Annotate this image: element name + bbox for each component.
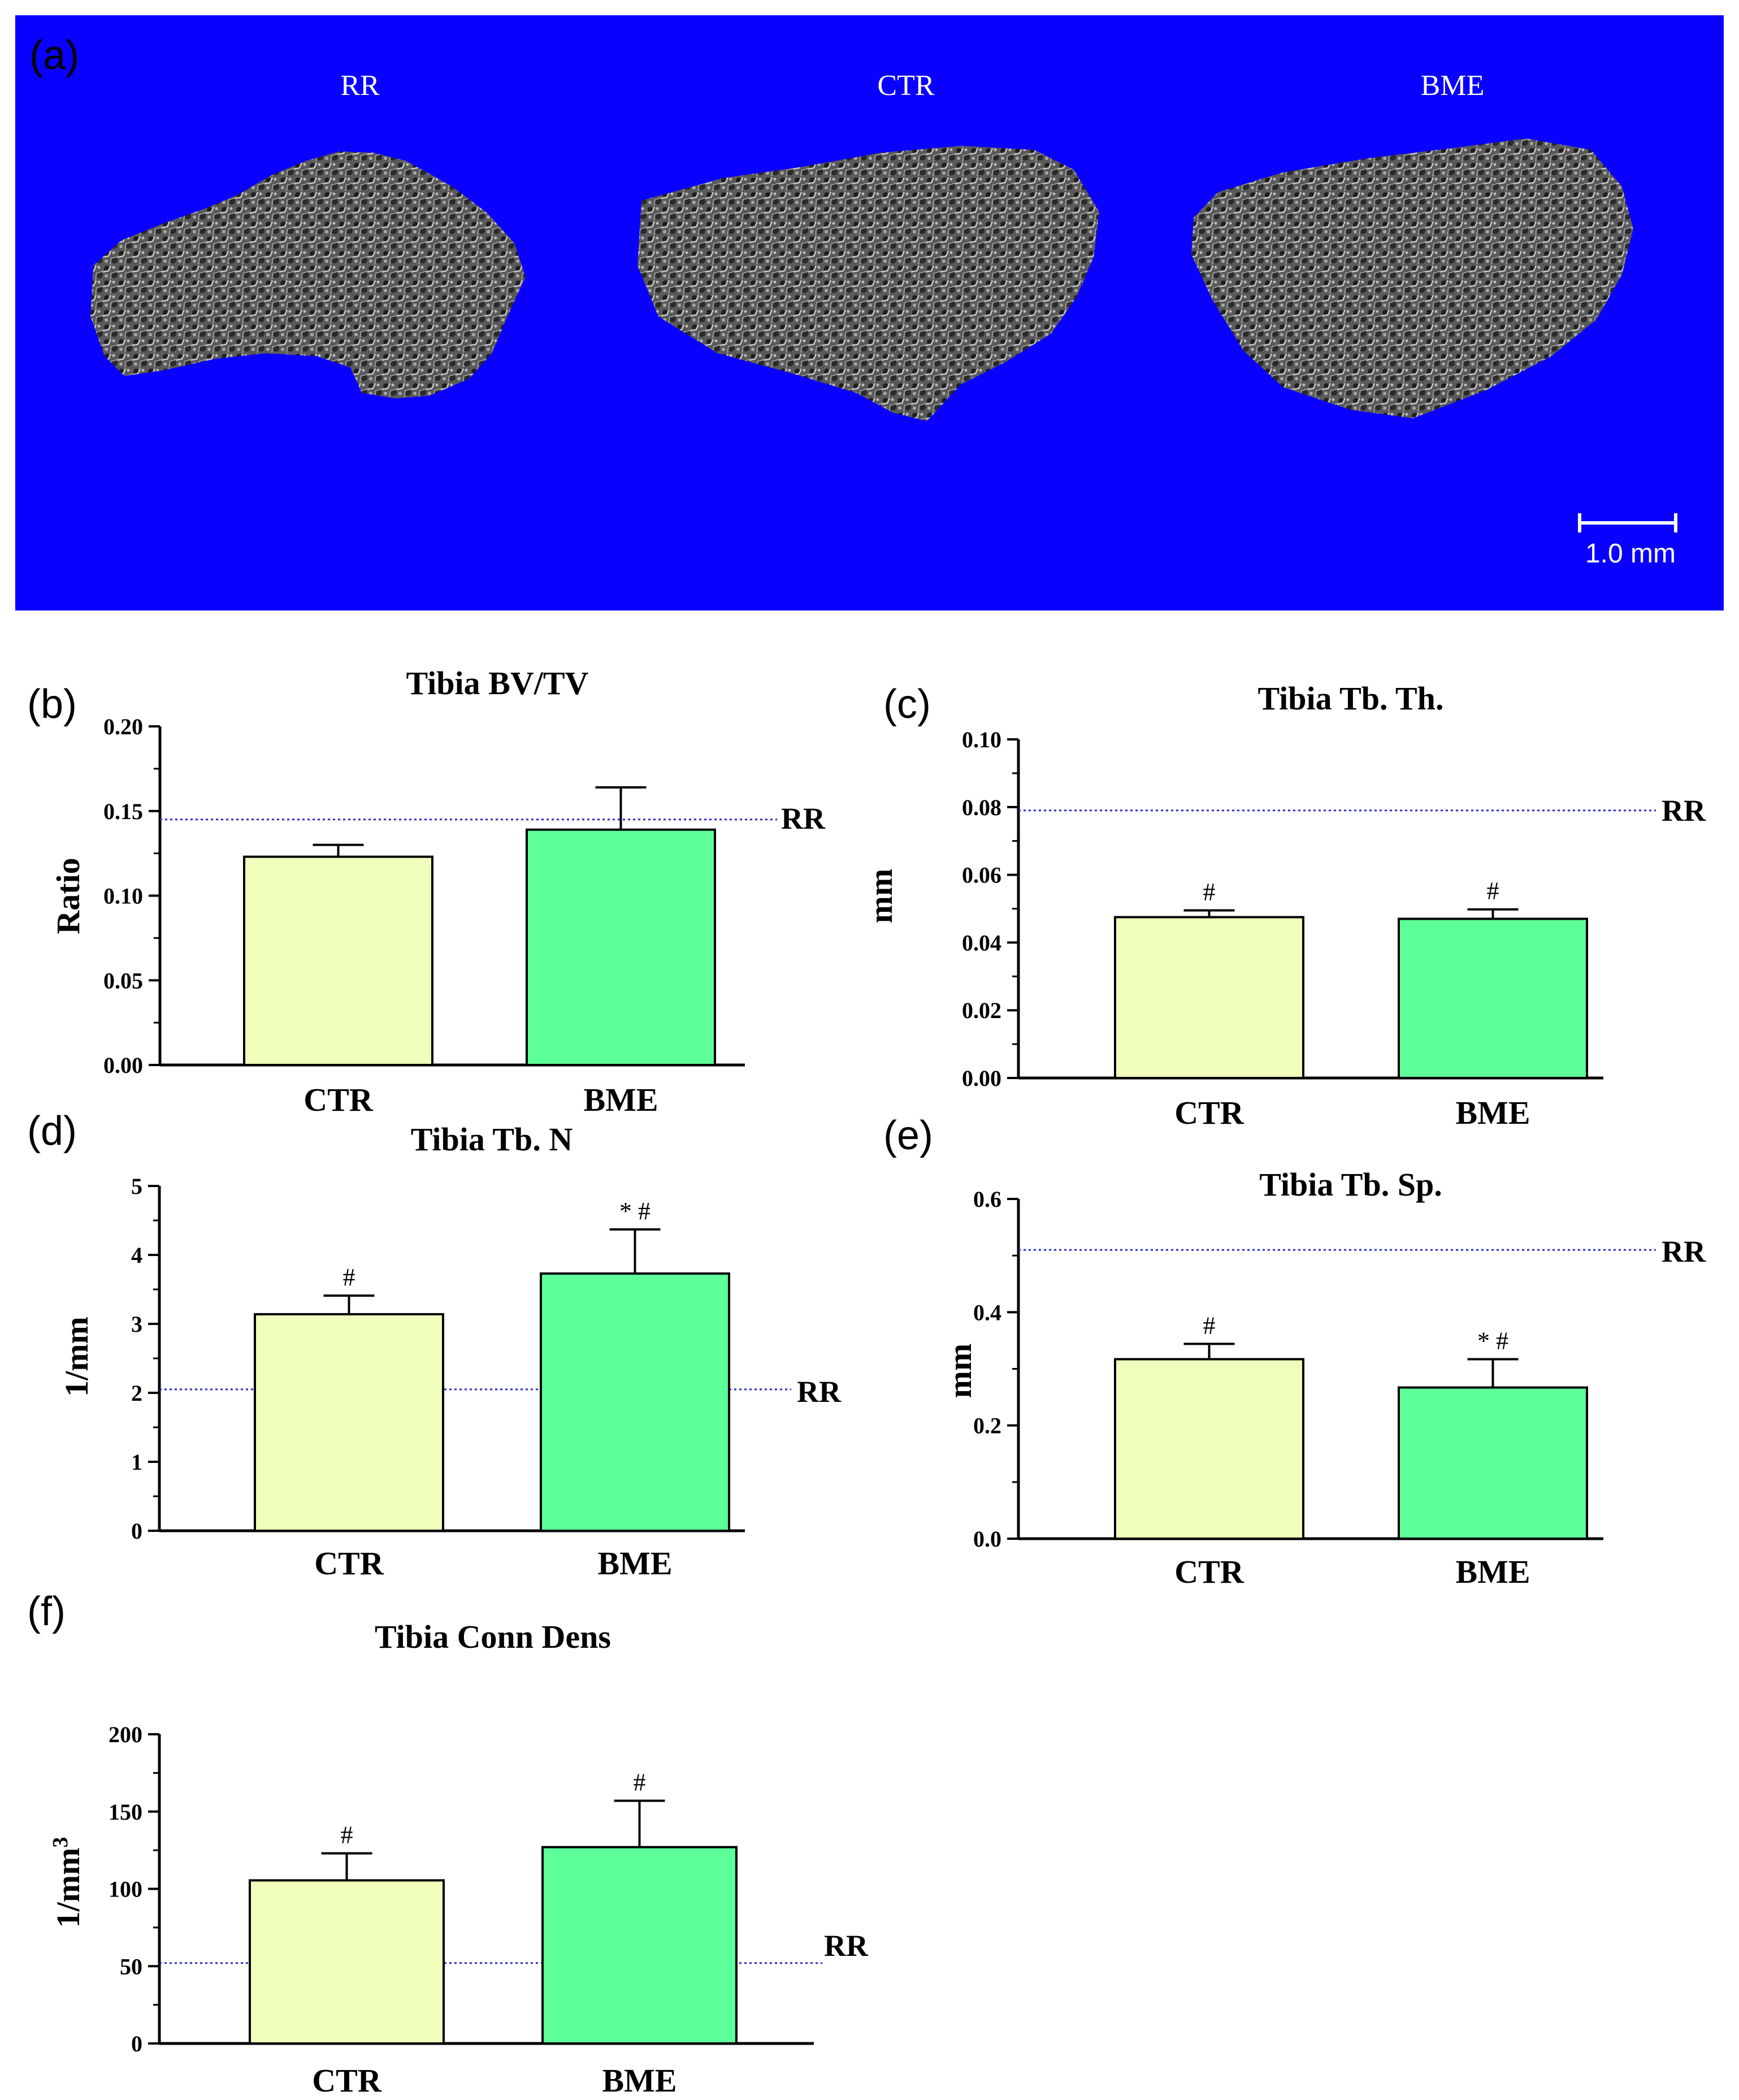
chart-title: Tibia Tb. Sp. — [1259, 1166, 1442, 1203]
chart-title: Tibia Conn Dens — [375, 1618, 611, 1655]
rr-reference-label: RR — [1662, 1235, 1706, 1268]
category-label-bme: BME — [597, 1545, 672, 1582]
chart-panel-f: (f) Tibia Conn Dens 1/mm3 0 50 100 150 200 RR # CT… — [27, 1589, 869, 2099]
bar-bme — [540, 1272, 730, 1532]
category-label-bme: BME — [1455, 1094, 1530, 1131]
y-tick-label: 0.00 — [962, 1066, 1001, 1091]
bar-ctr — [249, 1879, 445, 2045]
y-tick-label: 0 — [131, 2031, 142, 2056]
panel-b-letter: (b) — [27, 682, 77, 727]
y-tick-label: 0.2 — [973, 1413, 1001, 1439]
chart-title: Tibia Tb. N — [411, 1121, 573, 1158]
y-tick-label: 1 — [131, 1449, 142, 1475]
panel-d-letter: (d) — [27, 1109, 77, 1154]
panel-a-letter: (a) — [29, 33, 79, 78]
y-tick-label: 0.10 — [962, 727, 1001, 752]
bar-bme — [1398, 917, 1588, 1079]
y-tick-label: 0.06 — [962, 863, 1001, 888]
bar-bme — [1398, 1386, 1588, 1540]
y-tick-label: 4 — [131, 1242, 142, 1268]
category-label-ctr: CTR — [314, 1545, 384, 1582]
y-tick-label: 0 — [131, 1518, 142, 1544]
y-tick-label: 3 — [131, 1311, 142, 1337]
y-tick-label: 0.05 — [103, 968, 143, 993]
category-label-ctr: CTR — [1174, 1553, 1244, 1590]
significance-mark-bme: # — [1487, 877, 1499, 905]
y-axis-label: Ratio — [50, 858, 86, 934]
y-tick-label: 2 — [131, 1380, 142, 1406]
panel-c-letter: (c) — [883, 682, 931, 727]
chart-panel-c: (c) Tibia Tb. Th. mm 0.00 0.02 0.04 0.06 0.08 0.… — [862, 680, 1706, 1131]
y-axis-label: 1/mm3 — [49, 1837, 86, 1928]
chart-panel-e: (e) Tibia Tb. Sp. mm 0.0 0.2 0.4 0.6 RR # CTR * # B… — [883, 1113, 1706, 1590]
bar-ctr — [254, 1313, 444, 1532]
significance-mark-bme: # — [634, 1769, 646, 1796]
charts-container: (b) Tibia BV/TVRatio0.000.050.100.150.20R… — [27, 665, 1706, 2099]
y-tick-label: 0.10 — [103, 884, 143, 909]
y-tick-label: 150 — [109, 1799, 142, 1825]
category-label-bme: BME — [583, 1081, 658, 1118]
y-tick-label: 0.02 — [962, 998, 1001, 1023]
bar-bme — [541, 1846, 738, 2045]
y-tick-label: 0.08 — [962, 795, 1001, 820]
y-tick-label: 200 — [109, 1722, 142, 1747]
panel-f-letter: (f) — [27, 1589, 66, 1634]
y-tick-label: 0.04 — [962, 930, 1001, 955]
y-tick-label: 0.4 — [973, 1300, 1001, 1325]
chart-panel-b: (b) Tibia BV/TV Ratio 0.00 0.05 0.10 0.15 0.20 R… — [27, 665, 826, 1118]
panel-e-letter: (e) — [883, 1113, 933, 1158]
bar-ctr — [1114, 1358, 1304, 1540]
significance-mark-bme: * # — [1477, 1327, 1508, 1354]
category-label-bme: BME — [1455, 1553, 1530, 1590]
bone-sample-rr — [90, 151, 526, 399]
chart-panel-d: (d) Tibia Tb. N 1/mm 0 1 2 3 4 5 RR # CTR * # BME — [27, 1109, 842, 1582]
y-tick-label: 0.6 — [973, 1187, 1001, 1212]
rr-reference-label: RR — [824, 1929, 869, 1963]
panel-a: (a) RR CTR BME 1.0 mm — [15, 15, 1724, 610]
scale-bar-label: 1.0 mm — [1585, 539, 1676, 569]
rr-reference-label: RR — [781, 802, 826, 835]
y-axis-label: mm — [862, 869, 899, 924]
group-label-rr: RR — [340, 70, 380, 102]
y-axis-label: 1/mm — [58, 1317, 95, 1397]
significance-mark-ctr: # — [1203, 878, 1216, 906]
group-label-bme: BME — [1421, 70, 1485, 102]
y-tick-label: 0.15 — [103, 799, 143, 824]
category-label-bme: BME — [602, 2062, 676, 2099]
y-tick-label: 0.0 — [973, 1526, 1001, 1552]
rr-reference-label: RR — [1662, 794, 1706, 828]
significance-mark-bme: * # — [619, 1197, 651, 1225]
y-axis-label: mm — [942, 1344, 978, 1398]
scale-bar: 1.0 mm — [1578, 513, 1677, 569]
chart-title: Tibia Tb. Th. — [1258, 680, 1444, 717]
category-label-ctr: CTR — [1174, 1094, 1244, 1131]
y-tick-label: 0.20 — [103, 714, 143, 739]
chart-title: Tibia BV/TV — [406, 665, 589, 702]
bar-ctr — [1114, 916, 1304, 1079]
bar-bme — [526, 828, 716, 1066]
bone-sample-ctr — [638, 146, 1099, 421]
y-tick-label: 0.00 — [103, 1053, 143, 1078]
significance-mark-ctr: # — [1203, 1311, 1216, 1339]
category-label-ctr: CTR — [312, 2062, 382, 2099]
y-tick-label: 50 — [120, 1954, 142, 1979]
y-axis-label-superscript: 3 — [49, 1837, 72, 1848]
group-label-ctr: CTR — [877, 70, 934, 102]
significance-mark-ctr: # — [341, 1821, 353, 1849]
bar-ctr — [243, 855, 433, 1066]
bone-sample-bme — [1191, 138, 1633, 418]
rr-reference-label: RR — [797, 1375, 842, 1409]
y-tick-label: 5 — [131, 1174, 142, 1199]
y-tick-label: 100 — [109, 1877, 142, 1902]
significance-mark-ctr: # — [343, 1263, 355, 1291]
category-label-ctr: CTR — [303, 1081, 374, 1118]
